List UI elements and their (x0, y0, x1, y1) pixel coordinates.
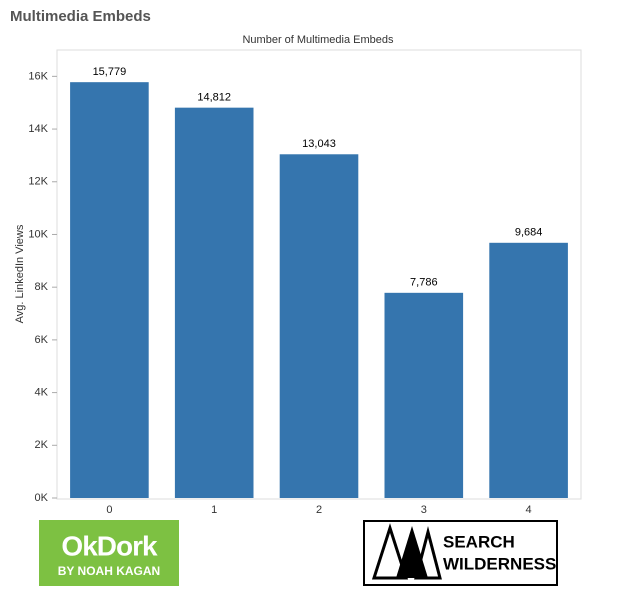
bar (384, 292, 464, 498)
x-tick-label: 0 (106, 504, 112, 516)
value-label: 13,043 (302, 138, 336, 150)
y-tick-label: 14K (28, 123, 48, 135)
x-tick-label: 4 (526, 504, 532, 516)
tree-icon (371, 523, 409, 580)
page-title: Multimedia Embeds (10, 8, 151, 25)
value-label: 14,812 (197, 92, 231, 104)
value-label: 15,779 (93, 66, 127, 78)
bar (489, 242, 568, 498)
y-tick-label: 2K (35, 439, 49, 451)
logo-box (39, 520, 179, 586)
bar (174, 107, 254, 499)
search-wilderness-logo: SEARCH WILDERNESS (363, 520, 558, 586)
value-label: 7,786 (410, 277, 438, 289)
y-tick-label: 10K (28, 228, 48, 240)
logo-name: OkDork (61, 530, 158, 561)
y-tick-label: 6K (35, 334, 49, 346)
x-tick-label: 1 (211, 504, 217, 516)
logo-line: SEARCH (443, 532, 515, 551)
y-tick-label: 8K (35, 281, 49, 293)
tree-icon (414, 526, 442, 580)
plot-border (56, 49, 582, 500)
y-axis-label: Avg. LinkedIn Views (14, 224, 26, 323)
value-label: 9,684 (515, 227, 543, 239)
bar (70, 82, 149, 498)
x-tick-label: 3 (421, 504, 427, 516)
okdork-logo: OkDork BY NOAH KAGAN (39, 520, 179, 586)
bar (279, 154, 359, 498)
chart-title: Number of Multimedia Embeds (242, 34, 394, 46)
logo-line: WILDERNESS (443, 554, 556, 573)
y-tick-label: 16K (28, 70, 48, 82)
y-tick-label: 0K (35, 492, 49, 504)
y-tick-label: 12K (28, 176, 48, 188)
logo-tagline: BY NOAH KAGAN (58, 564, 160, 578)
logo-box (363, 520, 558, 586)
y-tick-label: 4K (35, 386, 49, 398)
x-tick-label: 2 (316, 504, 322, 516)
